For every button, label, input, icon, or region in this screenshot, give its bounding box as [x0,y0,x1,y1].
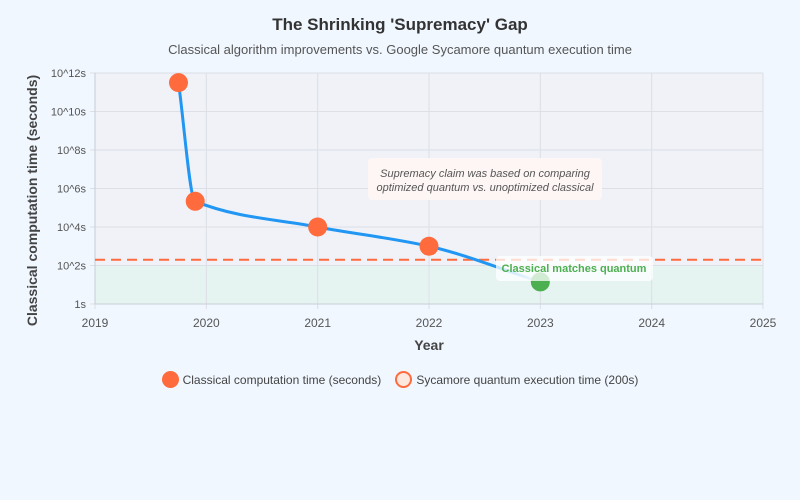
annotation-box [496,256,653,281]
chart-title: The Shrinking 'Supremacy' Gap [272,15,528,34]
y-tick-label: 10^10s [51,107,87,119]
legend-swatch-classical [161,371,179,388]
y-tick-label: 10^12s [51,68,87,80]
annotation-text-line: optimized quantum vs. unoptimized classi… [376,182,594,194]
x-tick-label: 2025 [750,316,777,330]
x-tick-label: 2019 [82,316,109,330]
data-point [308,217,328,237]
x-tick-label: 2020 [193,316,220,330]
legend-label-classical: Classical computation time (seconds) [182,372,382,387]
y-axis-label: Classical computation time (seconds) [24,75,40,326]
legend-label-quantum: Sycamore quantum execution time (200s) [416,372,639,387]
annotation-text-line: Supremacy claim was based on comparing [380,168,591,180]
y-tick-label: 10^6s [57,184,87,196]
legend-item-classical[interactable]: Classical computation time (seconds) [161,371,382,388]
y-tick-label: 1s [74,299,86,311]
annotation-box [368,158,602,200]
x-tick-label: 2022 [416,316,443,330]
x-tick-label: 2024 [638,316,665,330]
legend: Classical computation time (seconds) Syc… [0,371,800,388]
x-axis-label: Year [414,337,444,353]
x-tick-label: 2021 [304,316,331,330]
data-point [169,73,188,93]
x-tick-label: 2023 [527,316,554,330]
legend-item-quantum[interactable]: Sycamore quantum execution time (200s) [395,371,638,388]
legend-swatch-quantum [395,371,413,388]
data-point [185,191,205,211]
y-tick-label: 10^8s [57,145,87,157]
annotation-text: Classical matches quantum [502,263,647,275]
y-tick-label: 10^2s [57,261,87,273]
chart-subtitle: Classical algorithm improvements vs. Goo… [168,42,632,57]
y-tick-label: 10^4s [57,222,87,234]
data-point [419,236,439,256]
